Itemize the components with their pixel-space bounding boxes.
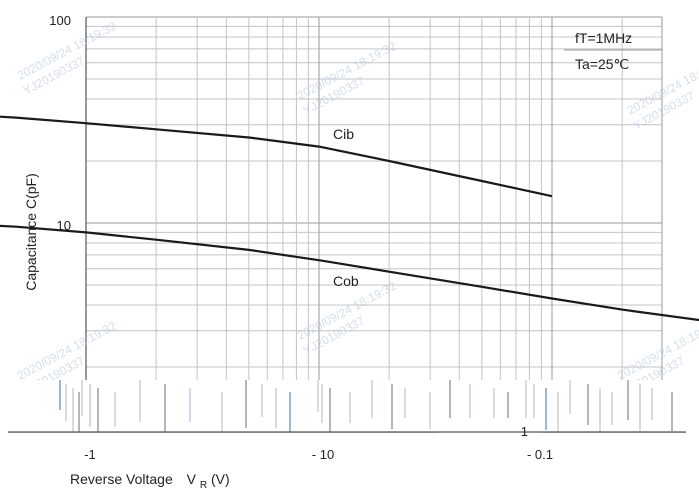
y-axis-label: Capacitance C(pF)	[23, 173, 39, 291]
x-tick-minus-1: -1	[84, 447, 96, 462]
series-label-cib: Cib	[333, 126, 354, 142]
y-tick-10: 10	[57, 218, 71, 233]
series-label-cob: Cob	[333, 273, 359, 289]
x-tick-minus-0-1: - 0.1	[527, 447, 553, 462]
x-axis-label-subscript: R	[200, 480, 207, 491]
scan-noise-band	[0, 380, 699, 434]
x-axis-label: Reverse Voltage V R (V)	[70, 471, 230, 491]
x-axis-label-main: Reverse Voltage	[70, 471, 173, 487]
series-line-cob	[0, 224, 699, 322]
condition-frequency: fT=1MHz	[575, 30, 632, 46]
x-axis-label-unit: (V)	[211, 471, 230, 487]
y-tick-100: 100	[49, 13, 71, 28]
series-line-cib	[0, 115, 553, 198]
condition-temperature: Ta=25℃	[575, 56, 629, 72]
noise-mask	[438, 418, 542, 434]
series-layer	[0, 115, 699, 322]
x-tick-minus-10: - 10	[312, 447, 334, 462]
x-axis-label-symbol: V	[187, 471, 197, 487]
y-tick-1: 1	[521, 424, 528, 439]
